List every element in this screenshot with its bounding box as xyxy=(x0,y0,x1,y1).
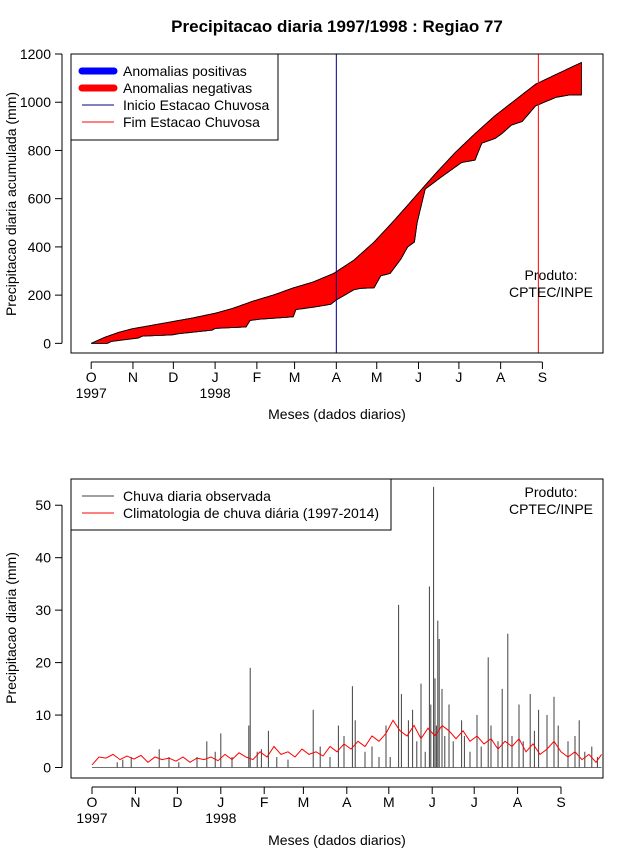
top-produto-line1: Produto: xyxy=(525,267,578,283)
top-y-tick-label: 1200 xyxy=(20,46,51,62)
top-y-tick-label: 0 xyxy=(43,335,51,351)
top-x-tick-label: F xyxy=(253,369,262,385)
bottom-x-tick-label: A xyxy=(513,794,523,810)
bottom-x-tick-label: J xyxy=(217,794,224,810)
top-y-tick-label: 800 xyxy=(28,142,52,158)
bottom-x-axis-label: Meses (dados diarios) xyxy=(268,832,406,848)
bottom-y-tick-label: 40 xyxy=(35,550,51,566)
bottom-y-tick-label: 20 xyxy=(35,655,51,671)
legend-label-negative: Anomalias negativas xyxy=(123,80,252,96)
top-x-axis: O N D J F M A M J J A S 1997 1998 xyxy=(76,361,547,401)
top-y-tick-label: 400 xyxy=(28,239,52,255)
top-x-tick-label: D xyxy=(168,369,178,385)
top-y-tick-label: 1000 xyxy=(20,94,51,110)
legend-label-end: Fim Estacao Chuvosa xyxy=(123,114,260,130)
bottom-y-axis-label: Precipitacao diaria (mm) xyxy=(3,552,19,704)
top-produto-line2: CPTEC/INPE xyxy=(509,284,593,300)
bottom-x-axis: O N D J F M A M J J A S 1997 1998 xyxy=(76,786,566,826)
top-plot-area xyxy=(70,53,604,354)
bottom-produto-line2: CPTEC/INPE xyxy=(509,501,593,517)
top-x-tick-label: A xyxy=(496,369,506,385)
bottom-year-label: 1997 xyxy=(76,810,107,826)
bottom-x-tick-label: O xyxy=(87,794,98,810)
bottom-y-tick-label: 10 xyxy=(35,707,51,723)
top-x-axis-label: Meses (dados diarios) xyxy=(268,406,406,422)
bottom-x-tick-label: J xyxy=(429,794,436,810)
legend-label-positive: Anomalias positivas xyxy=(123,63,247,79)
top-x-tick-label: N xyxy=(128,369,138,385)
bottom-x-tick-label: M xyxy=(298,794,310,810)
bottom-climatology-line xyxy=(91,719,603,766)
top-year-label: 1998 xyxy=(200,385,231,401)
top-x-tick-label: M xyxy=(289,369,301,385)
top-x-tick-label: O xyxy=(86,369,97,385)
top-x-tick-label: A xyxy=(332,369,342,385)
top-legend: Anomalias positivas Anomalias negativas … xyxy=(70,53,279,141)
top-season-lines xyxy=(335,54,539,353)
top-x-tick-label: M xyxy=(371,369,383,385)
bottom-y-tick-label: 50 xyxy=(35,497,51,513)
bottom-y-axis: 0 10 20 30 40 50 xyxy=(35,497,63,776)
legend-label-observed: Chuva diaria observada xyxy=(123,488,271,504)
top-y-axis: 0 200 400 600 800 1000 1200 xyxy=(20,46,63,351)
top-plot-frame xyxy=(70,53,604,354)
top-x-tick-label: J xyxy=(415,369,422,385)
bottom-x-tick-label: F xyxy=(260,794,269,810)
bottom-x-tick-label: N xyxy=(130,794,140,810)
bottom-x-tick-label: D xyxy=(172,794,182,810)
bottom-x-tick-label: J xyxy=(471,794,478,810)
bottom-x-tick-label: S xyxy=(556,794,565,810)
top-y-axis-label: Precipitacao diaria acumulada (mm) xyxy=(3,92,19,316)
bottom-produto-line1: Produto: xyxy=(525,484,578,500)
bottom-daily-bars xyxy=(92,486,602,768)
bottom-legend-box xyxy=(70,478,392,531)
top-y-tick-label: 200 xyxy=(28,287,52,303)
bottom-y-tick-label: 0 xyxy=(43,760,51,776)
top-year-label: 1997 xyxy=(76,385,107,401)
bottom-legend: Chuva diaria observada Climatologia de c… xyxy=(70,478,392,531)
legend-label-climatology: Climatologia de chuva diária (1997-2014) xyxy=(123,505,379,521)
legend-label-onset: Inicio Estacao Chuvosa xyxy=(123,97,270,113)
top-chart-title: Precipitacao diaria 1997/1998 : Regiao 7… xyxy=(171,17,503,36)
climatology-daily-line xyxy=(91,719,603,766)
top-x-tick-label: S xyxy=(538,369,547,385)
bottom-year-label: 1998 xyxy=(205,810,236,826)
bottom-x-tick-label: A xyxy=(342,794,352,810)
top-x-tick-label: J xyxy=(455,369,462,385)
top-x-tick-label: J xyxy=(212,369,219,385)
bottom-y-tick-label: 30 xyxy=(35,602,51,618)
bottom-x-tick-label: M xyxy=(383,794,395,810)
top-y-tick-label: 600 xyxy=(28,191,52,207)
